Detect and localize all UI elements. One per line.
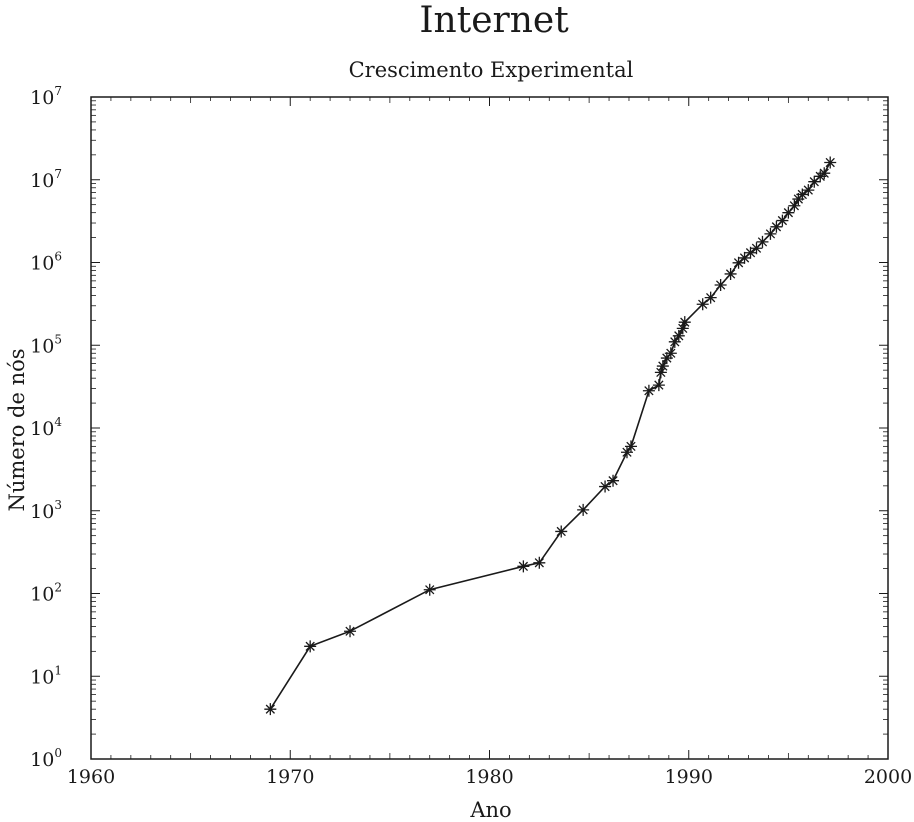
data-point-marker	[788, 199, 801, 212]
data-point-marker	[344, 625, 357, 638]
data-point-marker	[664, 347, 677, 360]
data-point-marker	[824, 156, 837, 169]
chart-title: Internet	[419, 0, 569, 41]
data-point-marker	[818, 167, 831, 180]
data-point-marker	[607, 474, 620, 487]
y-tick-exponent: 4	[54, 415, 62, 429]
data-point-marker	[750, 242, 763, 255]
tick-labels: 1960 1970 1980 1990 200010010110210310410510…	[30, 84, 912, 788]
data-point-marker	[724, 267, 737, 280]
data-point-marker	[714, 278, 727, 291]
data-point-marker	[533, 556, 546, 569]
data-point-marker	[654, 366, 667, 379]
data-point-marker	[517, 560, 530, 573]
data-point-marker	[642, 384, 655, 397]
data-point-marker	[577, 503, 590, 516]
data-point-marker	[704, 291, 717, 304]
x-tick-label: 1980	[465, 766, 513, 788]
y-tick-exponent: 7	[54, 84, 62, 98]
data-point-marker	[792, 193, 805, 206]
y-tick-base: 10	[30, 335, 54, 357]
x-axis-label: Ano	[469, 798, 511, 822]
plot-frame	[90, 96, 889, 760]
data-point-marker	[802, 184, 815, 197]
axis-ticks	[90, 96, 889, 760]
data-point-marker	[776, 214, 789, 227]
data-point-marker	[423, 583, 436, 596]
y-tick-label: 104	[30, 415, 62, 440]
data-point-marker	[696, 298, 709, 311]
data-point-marker	[652, 379, 665, 392]
data-point-marker	[624, 440, 637, 453]
y-tick-label: 107	[30, 84, 62, 109]
chart-subtitle: Crescimento Experimental	[349, 58, 634, 82]
y-tick-exponent: 3	[54, 498, 62, 512]
data-point-marker	[738, 251, 751, 264]
y-tick-exponent: 0	[54, 746, 62, 760]
data-point-marker	[304, 640, 317, 653]
y-tick-label: 101	[30, 663, 62, 688]
y-tick-base: 10	[30, 666, 54, 688]
x-tick-label: 1990	[665, 766, 713, 788]
y-tick-label: 105	[30, 332, 62, 357]
data-point-marker	[678, 316, 691, 329]
data-point-marker	[668, 335, 681, 348]
data-point-marker	[656, 360, 669, 373]
data-point-marker	[756, 235, 769, 248]
data-point-marker	[744, 246, 757, 259]
y-tick-label: 103	[30, 498, 62, 523]
data-point-marker	[620, 446, 633, 459]
y-tick-exponent: 5	[54, 332, 62, 346]
y-axis-label: Número de nós	[5, 348, 29, 511]
y-tick-exponent: 2	[54, 581, 62, 595]
y-tick-exponent: 7	[54, 167, 62, 181]
y-tick-base: 10	[30, 418, 54, 440]
data-point-marker	[796, 188, 809, 201]
y-tick-base: 10	[30, 749, 54, 771]
data-point-marker	[732, 256, 745, 269]
x-tick-label: 1960	[67, 766, 115, 788]
x-tick-label: 1970	[266, 766, 314, 788]
data-point-marker	[555, 525, 568, 538]
y-tick-label: 102	[30, 581, 62, 606]
data-point-marker	[660, 352, 673, 365]
data-point-marker	[599, 480, 612, 493]
y-tick-exponent: 1	[54, 663, 62, 677]
y-tick-label: 100	[30, 746, 62, 771]
x-tick-label: 2000	[864, 766, 912, 788]
data-point-marker	[770, 220, 783, 233]
series-layer	[264, 156, 837, 716]
y-tick-base: 10	[30, 170, 54, 192]
data-point-marker	[764, 227, 777, 240]
y-tick-label: 106	[30, 250, 62, 275]
data-point-marker	[782, 206, 795, 219]
y-tick-base: 10	[30, 584, 54, 606]
y-tick-base: 10	[30, 87, 54, 109]
data-point-marker	[264, 703, 277, 716]
data-point-marker	[672, 329, 685, 342]
data-point-marker	[676, 322, 689, 335]
data-point-marker	[808, 175, 821, 188]
y-tick-base: 10	[30, 253, 54, 275]
y-tick-exponent: 6	[54, 250, 62, 264]
y-tick-base: 10	[30, 501, 54, 523]
y-tick-label: 107	[30, 167, 62, 192]
